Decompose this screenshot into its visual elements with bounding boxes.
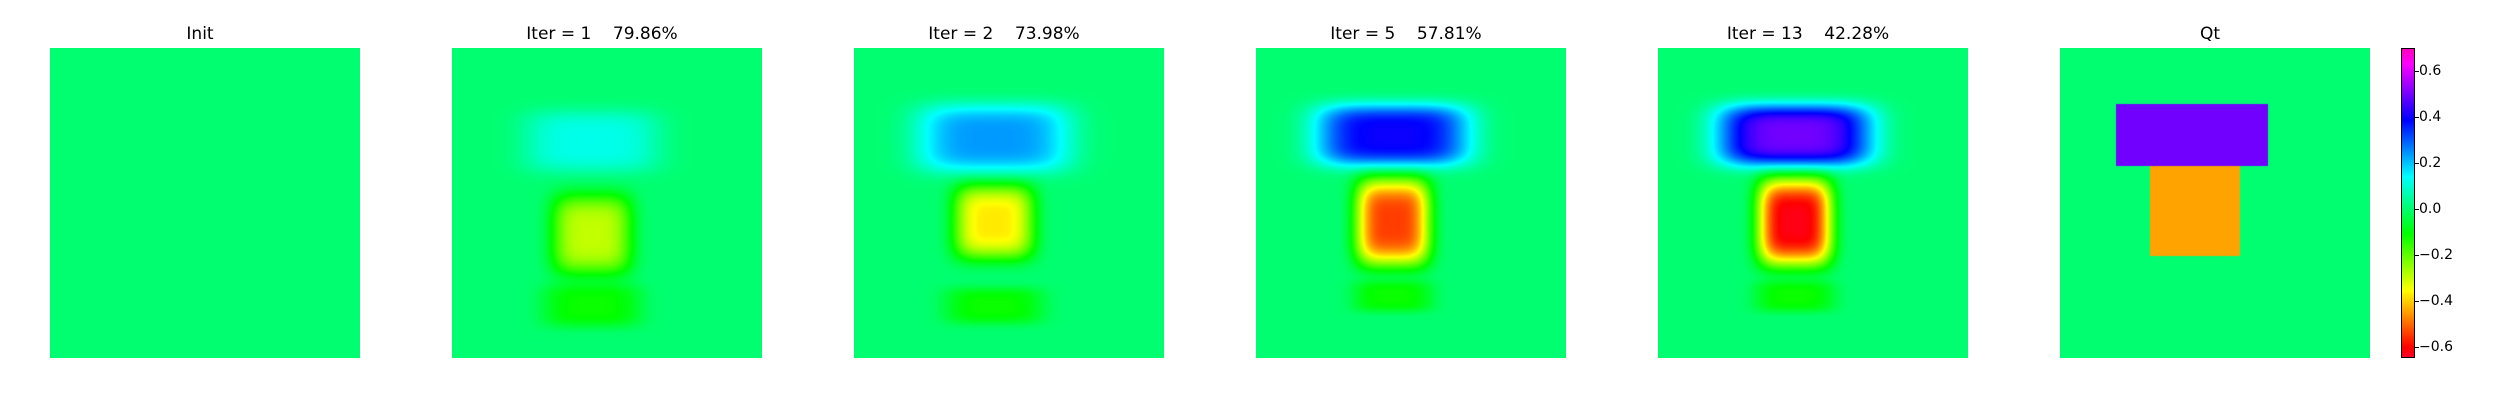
colorbar-tick-label: 0.0 (2415, 200, 2479, 218)
colorbar-tick-label: 0.6 (2415, 62, 2479, 80)
panel-iter-1: Iter = 1 79.86% (442, 0, 762, 370)
panel-iter-5: Iter = 5 57.81% (1246, 0, 1566, 370)
heatmap-iter-13 (1658, 48, 1968, 358)
panel-title: Init (186, 24, 214, 44)
colorbar-tick-label: 0.4 (2415, 108, 2479, 126)
colorbar-tick-label: −0.4 (2415, 292, 2479, 310)
heatmap-iter-5 (1256, 48, 1566, 358)
panel-title: Iter = 1 79.86% (526, 24, 678, 44)
panel-title: Iter = 13 42.28% (1726, 24, 1890, 44)
panel-iter-2: Iter = 2 73.98% (844, 0, 1164, 370)
panel-iter-13: Iter = 13 42.28% (1648, 0, 1968, 370)
panel-title: Iter = 5 57.81% (1330, 24, 1482, 44)
heatmap-qt (2060, 48, 2370, 358)
panel-title: Qt (2199, 24, 2221, 44)
colorbar-tick-label: −0.6 (2415, 338, 2479, 356)
heatmap-iter-1 (452, 48, 762, 358)
heatmap-iter-2 (854, 48, 1164, 358)
heatmap-init (50, 48, 360, 358)
panel-qt: Qt (2050, 0, 2370, 370)
colorbar-tick-label: −0.2 (2415, 246, 2479, 264)
colorbar (2401, 48, 2415, 358)
panel-title: Iter = 2 73.98% (928, 24, 1080, 44)
colorbar-tick-label: 0.2 (2415, 154, 2479, 172)
panel-init: Init (40, 0, 360, 370)
